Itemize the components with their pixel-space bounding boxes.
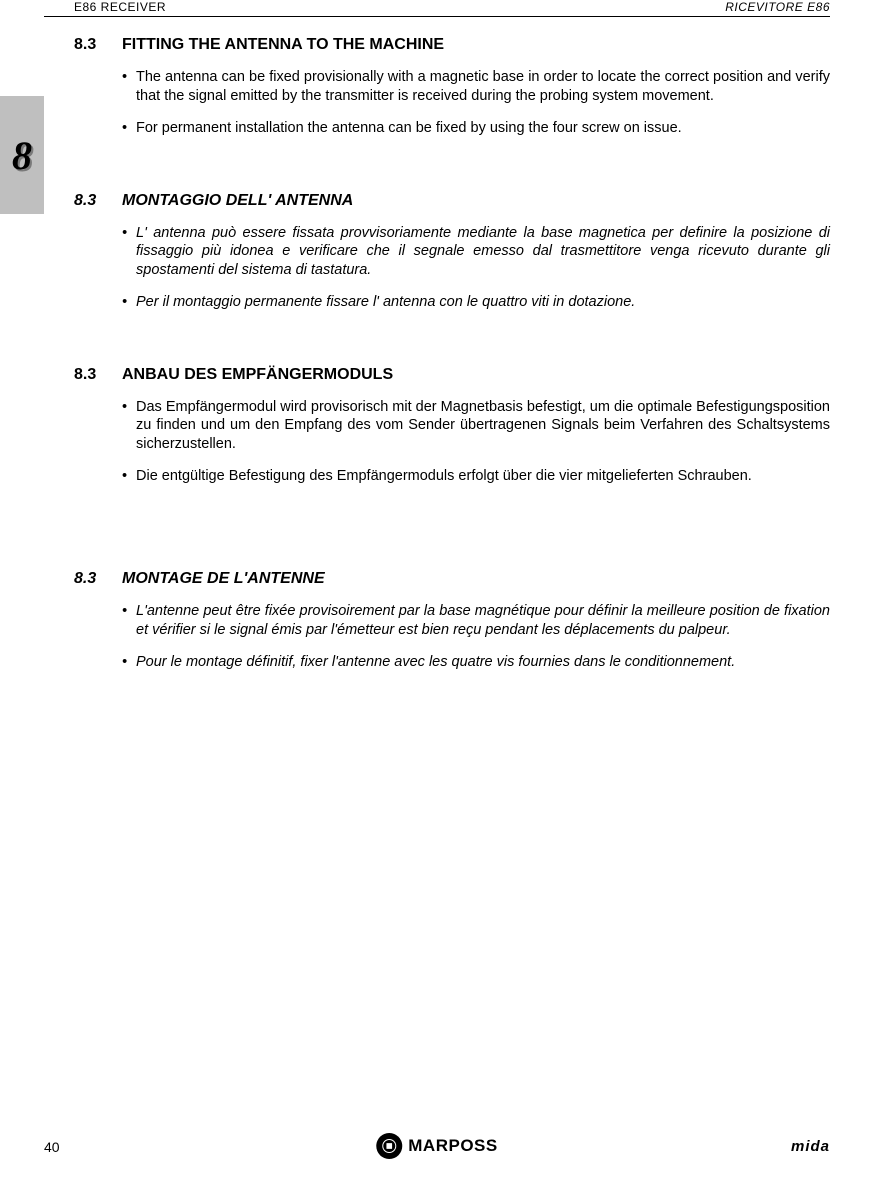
bullet-item: • Per il montaggio permanente fissare l'… xyxy=(122,293,830,312)
page-number: 40 xyxy=(44,1139,60,1155)
bullet-text: Die entgültige Befestigung des Empfänger… xyxy=(136,467,830,486)
bullet-text: For permanent installation the antenna c… xyxy=(136,119,830,138)
section-it: 8.3 MONTAGGIO DELL' ANTENNA • L' antenna… xyxy=(74,192,830,312)
page: E86 RECEIVER RICEVITORE E86 8 8 8.3 FITT… xyxy=(0,0,874,1181)
logo-icon xyxy=(376,1133,402,1159)
bullet-text: The antenna can be fixed provisionally w… xyxy=(136,68,830,105)
section-number: 8.3 xyxy=(74,366,122,384)
section-title: MONTAGE DE L'ANTENNE xyxy=(122,570,325,588)
bullet-item: • Die entgültige Befestigung des Empfäng… xyxy=(122,467,830,486)
bullet-marker: • xyxy=(122,68,136,105)
header-right: RICEVITORE E86 xyxy=(725,0,830,14)
bullet-item: • L' antenna può essere fissata provviso… xyxy=(122,224,830,280)
bullet-item: • The antenna can be fixed provisionally… xyxy=(122,68,830,105)
bullet-marker: • xyxy=(122,119,136,138)
bullet-marker: • xyxy=(122,293,136,312)
logo-text: MARPOSS xyxy=(408,1136,497,1156)
section-title-row: 8.3 MONTAGE DE L'ANTENNE xyxy=(74,570,830,588)
header-rule xyxy=(44,16,830,17)
section-number: 8.3 xyxy=(74,36,122,54)
section-title: MONTAGGIO DELL' ANTENNA xyxy=(122,192,353,210)
bullet-item: • Das Empfängermodul wird provisorisch m… xyxy=(122,398,830,454)
brand-right: mida xyxy=(791,1138,830,1155)
content-area: 8.3 FITTING THE ANTENNA TO THE MACHINE •… xyxy=(74,36,830,686)
bullet-item: • L'antenne peut être fixée provisoireme… xyxy=(122,602,830,639)
section-fr: 8.3 MONTAGE DE L'ANTENNE • L'antenne peu… xyxy=(74,570,830,672)
bullet-marker: • xyxy=(122,653,136,672)
section-number: 8.3 xyxy=(74,570,122,588)
bullet-text: Pour le montage définitif, fixer l'anten… xyxy=(136,653,830,672)
section-title-row: 8.3 ANBAU DES EMPFÄNGERMODULS xyxy=(74,366,830,384)
footer: 40 MARPOSS mida xyxy=(44,1125,830,1155)
bullet-text: Das Empfängermodul wird provisorisch mit… xyxy=(136,398,830,454)
chapter-digit: 8 xyxy=(0,132,44,179)
bullet-marker: • xyxy=(122,224,136,280)
bullet-item: • For permanent installation the antenna… xyxy=(122,119,830,138)
bullet-text: Per il montaggio permanente fissare l' a… xyxy=(136,293,830,312)
section-de: 8.3 ANBAU DES EMPFÄNGERMODULS • Das Empf… xyxy=(74,366,830,486)
section-title: ANBAU DES EMPFÄNGERMODULS xyxy=(122,366,393,384)
brand-logo: MARPOSS xyxy=(376,1133,497,1159)
bullet-marker: • xyxy=(122,602,136,639)
header-left: E86 RECEIVER xyxy=(74,0,166,14)
section-title: FITTING THE ANTENNA TO THE MACHINE xyxy=(122,36,444,54)
bullet-marker: • xyxy=(122,467,136,486)
section-title-row: 8.3 FITTING THE ANTENNA TO THE MACHINE xyxy=(74,36,830,54)
bullet-text: L'antenne peut être fixée provisoirement… xyxy=(136,602,830,639)
bullet-text: L' antenna può essere fissata provvisori… xyxy=(136,224,830,280)
chapter-tab: 8 8 xyxy=(0,96,44,214)
section-number: 8.3 xyxy=(74,192,122,210)
bullet-marker: • xyxy=(122,398,136,454)
section-title-row: 8.3 MONTAGGIO DELL' ANTENNA xyxy=(74,192,830,210)
section-en: 8.3 FITTING THE ANTENNA TO THE MACHINE •… xyxy=(74,36,830,138)
bullet-item: • Pour le montage définitif, fixer l'ant… xyxy=(122,653,830,672)
